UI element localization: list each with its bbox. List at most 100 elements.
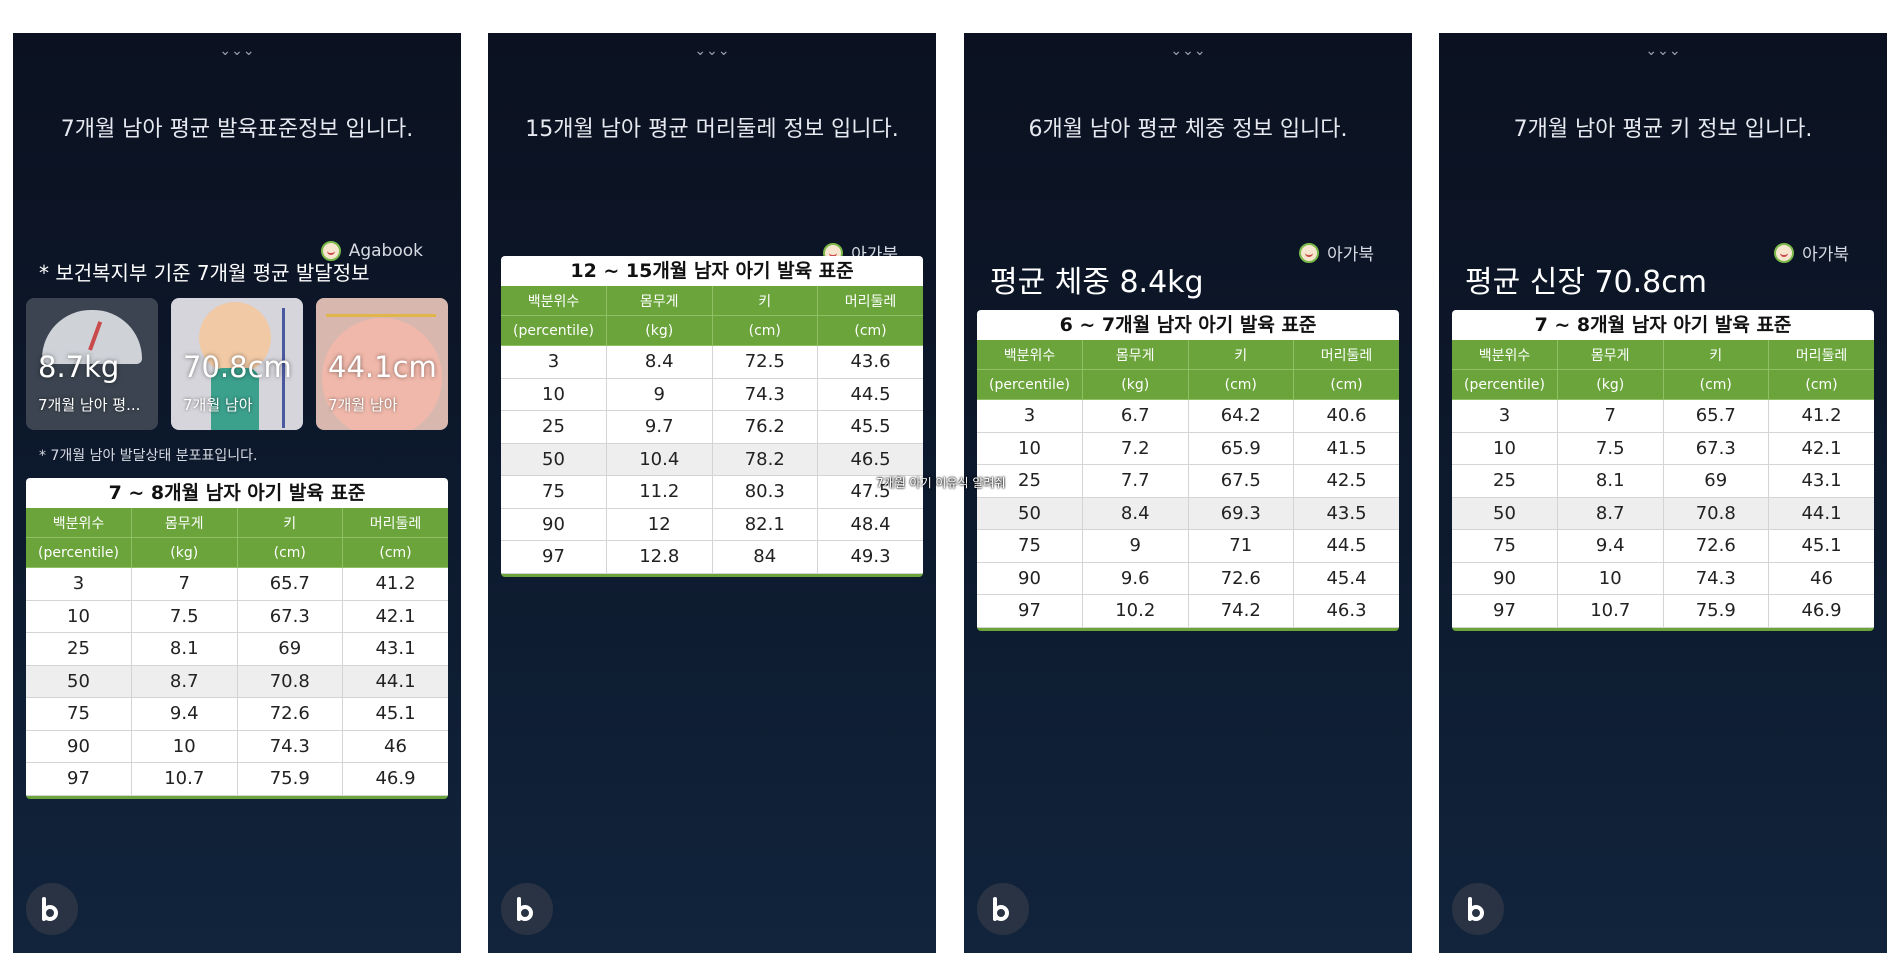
source-link[interactable]: Agabook bbox=[320, 241, 423, 261]
column-unit: (kg) bbox=[606, 315, 713, 346]
table-cell: 10.7 bbox=[1557, 594, 1664, 628]
table-cell: 72.5 bbox=[712, 345, 818, 379]
table-cell: 74.3 bbox=[712, 378, 818, 411]
info-subheading: * 보건복지부 기준 7개월 평균 발달정보 bbox=[39, 261, 370, 285]
table-cell: 6.7 bbox=[1082, 399, 1189, 433]
table-cell: 82.1 bbox=[712, 508, 818, 541]
table-row: 75 9.4 72.6 45.1 bbox=[1452, 529, 1874, 563]
bixby-icon bbox=[42, 897, 62, 921]
table-cell: 48.4 bbox=[817, 508, 923, 541]
table-unit-row: (percentile) (kg) (cm) (cm) bbox=[26, 537, 448, 568]
table-cell: 25 bbox=[1452, 464, 1558, 498]
source-link[interactable]: 아가북 bbox=[1774, 240, 1849, 265]
table-cell: 50 bbox=[1452, 497, 1558, 530]
column-header: 머리둘레 bbox=[1293, 340, 1399, 370]
table-row: 25 7.7 67.5 42.5 bbox=[977, 464, 1399, 498]
table-header-row: 백분위수 몸무게 키 머리둘레 bbox=[1452, 340, 1874, 370]
collapse-chevron-icon[interactable]: ⌄⌄⌄ bbox=[219, 43, 255, 59]
table-row: 10 7.5 67.3 42.1 bbox=[26, 600, 448, 633]
column-unit: (percentile) bbox=[1452, 369, 1558, 400]
assistant-reply: 7개월 남아 평균 키 정보 입니다. bbox=[1513, 117, 1813, 142]
table-row: 90 10 74.3 46 bbox=[1452, 562, 1874, 595]
table-cell: 7 bbox=[1557, 399, 1664, 433]
bixby-button[interactable] bbox=[26, 883, 78, 935]
bixby-button[interactable] bbox=[1452, 883, 1504, 935]
table-cell: 25 bbox=[26, 632, 132, 666]
table-cell: 65.7 bbox=[1663, 399, 1769, 433]
table-cell: 72.6 bbox=[237, 697, 343, 731]
table-cell: 43.5 bbox=[1293, 497, 1399, 530]
average-height-heading: 평균 신장 70.8cm bbox=[1465, 265, 1707, 300]
table-cell: 11.2 bbox=[606, 475, 713, 509]
table-cell: 72.6 bbox=[1663, 529, 1769, 563]
table-cell: 41.5 bbox=[1293, 432, 1399, 465]
table-cell: 67.3 bbox=[237, 600, 343, 633]
table-cell: 97 bbox=[977, 594, 1083, 628]
height-value: 70.8cm bbox=[183, 350, 292, 384]
table-row: 75 9 71 44.5 bbox=[977, 529, 1399, 563]
table-cell: 9 bbox=[1082, 529, 1189, 563]
column-header: 백분위수 bbox=[1452, 340, 1558, 370]
measure-arrow-icon bbox=[326, 314, 436, 317]
table-cell: 46 bbox=[342, 730, 448, 763]
table-cell: 90 bbox=[1452, 562, 1558, 595]
column-unit: (cm) bbox=[817, 315, 923, 346]
agabook-logo-icon bbox=[1774, 242, 1795, 263]
bixby-icon bbox=[517, 897, 537, 921]
table-cell: 45.5 bbox=[817, 410, 923, 444]
collapse-chevron-icon[interactable]: ⌄⌄⌄ bbox=[694, 43, 730, 59]
table-row: 90 10 74.3 46 bbox=[26, 730, 448, 763]
table-title: 6 ~ 7개월 남자 아기 발육 표준 bbox=[1059, 314, 1317, 336]
height-card[interactable]: 70.8cm 7개월 남아 bbox=[171, 298, 303, 430]
column-header: 키 bbox=[237, 508, 343, 538]
growth-table-grid: 백분위수 몸무게 키 머리둘레 (percentile) (kg) (cm) (cm) 3 7 65… bbox=[26, 508, 448, 796]
baby-head-icon bbox=[322, 318, 442, 430]
growth-table: 6 ~ 7개월 남자 아기 발육 표준 백분위수 몸무게 키 머리둘레 (percenti… bbox=[977, 310, 1399, 631]
table-cell: 67.5 bbox=[1188, 464, 1294, 498]
table-row: 97 10.7 75.9 46.9 bbox=[1452, 594, 1874, 628]
collapse-chevron-icon[interactable]: ⌄⌄⌄ bbox=[1645, 43, 1681, 59]
source-name: Agabook bbox=[348, 241, 423, 261]
collapse-chevron-icon[interactable]: ⌄⌄⌄ bbox=[1170, 43, 1206, 59]
column-header: 백분위수 bbox=[501, 286, 607, 316]
bixby-icon bbox=[1468, 897, 1488, 921]
column-unit: (percentile) bbox=[26, 537, 132, 568]
table-cell: 42.1 bbox=[342, 600, 448, 633]
table-cell: 46.5 bbox=[817, 443, 923, 476]
table-row: 97 10.2 74.2 46.3 bbox=[977, 594, 1399, 628]
table-cell: 97 bbox=[26, 762, 132, 796]
assistant-reply: 6개월 남아 평균 체중 정보 입니다. bbox=[1028, 117, 1348, 142]
column-header: 백분위수 bbox=[977, 340, 1083, 370]
weight-card[interactable]: 8.7kg 7개월 남아 평... bbox=[26, 298, 158, 430]
table-cell: 46 bbox=[1768, 562, 1874, 595]
table-row: 97 12.8 84 49.3 bbox=[501, 540, 923, 574]
head-card[interactable]: 44.1cm 7개월 남아 bbox=[316, 298, 448, 430]
table-cell: 75.9 bbox=[237, 762, 343, 796]
table-cell: 90 bbox=[501, 508, 607, 541]
column-unit: (kg) bbox=[131, 537, 238, 568]
head-label: 7개월 남아 bbox=[328, 396, 398, 414]
table-cell: 84 bbox=[712, 540, 818, 574]
growth-table: 12 ~ 15개월 남자 아기 발육 표준 백분위수 몸무게 키 머리둘레 (percen… bbox=[501, 256, 923, 577]
table-cell: 10 bbox=[977, 432, 1083, 465]
table-cell: 10 bbox=[131, 730, 238, 763]
table-cell: 9.7 bbox=[606, 410, 713, 444]
table-row: 25 9.7 76.2 45.5 bbox=[501, 410, 923, 444]
column-header: 키 bbox=[1188, 340, 1294, 370]
table-cell: 46.3 bbox=[1293, 594, 1399, 628]
table-cell: 90 bbox=[26, 730, 132, 763]
table-cell: 7.7 bbox=[1082, 464, 1189, 498]
bixby-button[interactable] bbox=[977, 883, 1029, 935]
bixby-panel-1: ⌄⌄⌄ 7개월 남아 평균 발육표준정보 입니다. Agabook * 보건복지… bbox=[13, 33, 461, 953]
voice-transcript-overlay: 7개월 아기 이유식 알려줘 bbox=[876, 476, 1006, 490]
bixby-button[interactable] bbox=[501, 883, 553, 935]
source-link[interactable]: 아가북 bbox=[1299, 240, 1374, 265]
table-cell: 3 bbox=[26, 567, 132, 601]
table-cell: 42.5 bbox=[1293, 464, 1399, 498]
baby-icon bbox=[199, 302, 271, 374]
table-cell: 7.5 bbox=[1557, 432, 1664, 465]
table-cell: 10.2 bbox=[1082, 594, 1189, 628]
bixby-panel-4: ⌄⌄⌄ 7개월 남아 평균 키 정보 입니다. 아가북 평균 신장 70.8cm… bbox=[1439, 33, 1887, 953]
table-cell: 44.1 bbox=[1768, 497, 1874, 530]
table-title: 7 ~ 8개월 남자 아기 발육 표준 bbox=[108, 482, 366, 504]
